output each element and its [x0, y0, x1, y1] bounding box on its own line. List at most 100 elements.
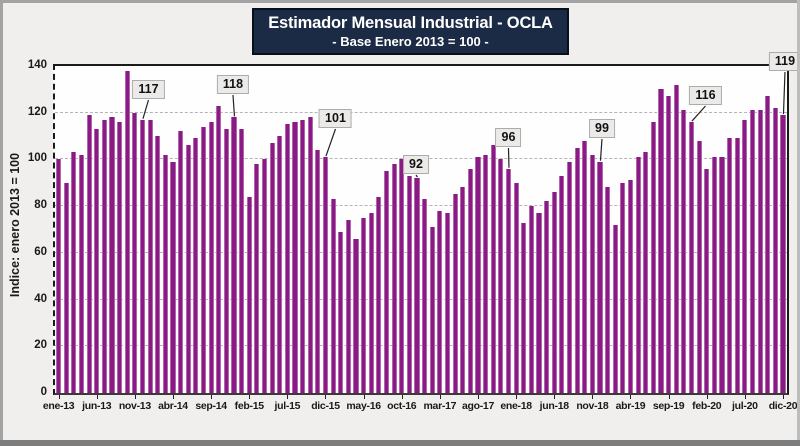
x-tick-label-jun-13: jun-13: [82, 400, 112, 412]
bar-nov-16: [406, 175, 412, 393]
bar-ago-18: [566, 161, 573, 393]
x-tick-label-nov-13: nov-13: [118, 400, 151, 412]
y-tick-label-80: 80: [34, 199, 47, 212]
x-tick-label-abr-14: abr-14: [158, 400, 188, 412]
bar-ago-19: [658, 89, 664, 393]
page-border-right: [797, 0, 800, 446]
bar-mar-19: [620, 182, 626, 393]
bar-jul-14: [193, 138, 199, 393]
x-tick-label-feb-20: feb-20: [692, 400, 722, 412]
bar-feb-13: [63, 182, 69, 393]
x-tick-mark-sep-19: [668, 395, 670, 399]
x-tick-label-feb-15: feb-15: [234, 400, 264, 412]
x-tick-mark-ene-18: [516, 395, 518, 399]
x-tick-label-ago-17: ago-17: [461, 400, 494, 412]
bar-dic-14: [231, 117, 237, 393]
bar-abr-18: [536, 213, 542, 393]
gridline-20: [55, 345, 787, 347]
bar-dic-16: [414, 178, 420, 393]
bar-oct-19: [673, 84, 679, 393]
bar-dic-19: [688, 122, 695, 393]
gridline-40: [55, 298, 787, 300]
bar-may-13: [86, 115, 92, 393]
bar-feb-19: [612, 224, 618, 393]
y-tick-label-0: 0: [40, 386, 47, 398]
bar-nov-18: [589, 154, 595, 393]
bar-ene-14: [147, 119, 153, 393]
gridline-80: [55, 205, 787, 207]
bar-feb-15: [246, 196, 252, 393]
bar-oct-14: [216, 105, 222, 393]
bar-sep-15: [300, 119, 306, 393]
x-tick-label-oct-16: oct-16: [387, 400, 417, 412]
bar-jul-15: [284, 124, 290, 393]
callout-dic-13: 117: [132, 80, 165, 99]
bar-nov-20: [772, 108, 778, 393]
callout-dic-15: 101: [319, 109, 352, 128]
bar-nov-17: [498, 159, 504, 393]
bar-ago-20: [749, 110, 756, 393]
gridline-60: [55, 251, 787, 253]
bar-nov-19: [681, 110, 687, 393]
bar-mar-15: [254, 164, 260, 393]
bar-dic-13: [139, 119, 146, 393]
x-tick-mark-sep-14: [211, 395, 213, 399]
bar-may-19: [635, 157, 641, 393]
bar-jul-20: [742, 119, 748, 393]
bar-dic-17: [505, 168, 512, 393]
bar-ago-14: [200, 126, 207, 393]
bar-nov-14: [223, 129, 229, 393]
x-tick-mark-nov-18: [592, 395, 594, 399]
x-tick-label-dic-15: dic-15: [311, 400, 340, 412]
bar-mar-13: [71, 152, 77, 393]
bar-jun-18: [551, 192, 557, 393]
bar-jul-18: [559, 175, 565, 393]
bar-sep-20: [757, 110, 763, 393]
bar-mar-17: [437, 210, 443, 393]
x-tick-label-mar-17: mar-17: [423, 400, 457, 412]
callout-dic-17: 96: [495, 128, 522, 147]
bar-jun-17: [460, 187, 466, 393]
bar-sep-14: [208, 122, 214, 393]
callout-dic-19: 116: [689, 86, 722, 105]
bar-ene-15: [239, 129, 245, 393]
x-tick-label-sep-19: sep-19: [652, 400, 685, 412]
bar-jun-15: [277, 136, 283, 393]
page-border-bottom: [0, 440, 800, 446]
bar-mar-20: [711, 157, 717, 393]
bar-sep-18: [574, 147, 580, 393]
x-tick-mark-ago-17: [477, 395, 479, 399]
y-tick-label-20: 20: [34, 339, 47, 352]
bar-ene-20: [696, 140, 702, 393]
x-tick-mark-feb-15: [249, 395, 251, 399]
bar-oct-17: [490, 145, 496, 393]
bar-ago-17: [475, 157, 481, 393]
bar-ene-16: [330, 199, 336, 393]
bar-jul-19: [650, 122, 656, 393]
bar-abr-14: [170, 161, 176, 393]
bar-mar-18: [528, 206, 534, 393]
x-tick-mark-abr-19: [630, 395, 632, 399]
bar-oct-15: [307, 117, 313, 393]
x-tick-label-ene-18: ene-18: [500, 400, 532, 412]
bar-abr-19: [627, 180, 634, 393]
bar-may-20: [727, 138, 733, 393]
bar-jun-20: [734, 138, 740, 393]
x-tick-mark-jun-13: [96, 395, 98, 399]
bar-may-16: [361, 217, 367, 393]
bar-abr-16: [353, 238, 359, 393]
x-tick-mark-abr-14: [172, 395, 174, 399]
bar-jun-16: [368, 213, 374, 393]
y-tick-label-140: 140: [27, 59, 47, 71]
y-tick-label-100: 100: [27, 152, 47, 165]
bar-jul-17: [467, 168, 473, 393]
bar-oct-16: [399, 159, 405, 393]
bar-sep-16: [391, 164, 397, 393]
y-tick-label-60: 60: [34, 245, 47, 258]
bar-may-14: [178, 131, 184, 393]
bar-dic-20: [780, 115, 786, 393]
bar-feb-18: [521, 222, 527, 393]
bar-ene-19: [605, 187, 611, 393]
plot-area: [53, 64, 789, 395]
callout-dic-14: 118: [216, 75, 250, 94]
